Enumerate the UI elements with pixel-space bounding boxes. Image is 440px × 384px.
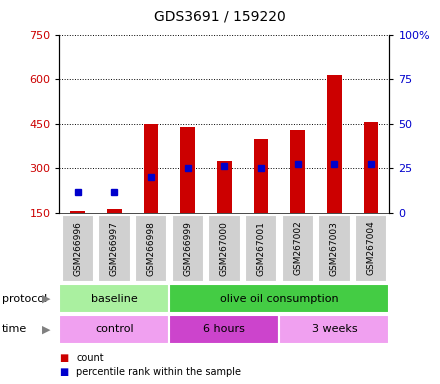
Bar [70, 211, 85, 213]
Bar [254, 139, 268, 213]
Bar [355, 215, 387, 281]
Text: 6 hours: 6 hours [203, 324, 246, 334]
Text: GSM267004: GSM267004 [367, 221, 376, 275]
Bar [279, 315, 389, 344]
Text: GSM267003: GSM267003 [330, 221, 339, 275]
Text: olive oil consumption: olive oil consumption [220, 293, 339, 304]
Bar [107, 209, 122, 213]
Bar [169, 284, 389, 313]
Text: percentile rank within the sample: percentile rank within the sample [76, 367, 241, 377]
Bar [217, 161, 232, 213]
Text: count: count [76, 353, 104, 363]
Bar [144, 124, 158, 213]
Bar [208, 215, 241, 281]
Text: GSM267001: GSM267001 [257, 221, 266, 275]
Text: ▶: ▶ [42, 293, 51, 304]
Text: GDS3691 / 159220: GDS3691 / 159220 [154, 10, 286, 23]
Text: GSM267002: GSM267002 [293, 221, 302, 275]
Bar [135, 215, 167, 281]
Bar [180, 127, 195, 213]
Text: protocol: protocol [2, 293, 48, 304]
Bar [364, 122, 378, 213]
Bar [62, 215, 94, 281]
Bar [245, 215, 277, 281]
Bar [290, 130, 305, 213]
Bar [98, 215, 131, 281]
Text: GSM266999: GSM266999 [183, 221, 192, 275]
Text: baseline: baseline [91, 293, 138, 304]
Bar [318, 215, 351, 281]
Bar [169, 315, 279, 344]
Bar [327, 75, 342, 213]
Text: time: time [2, 324, 27, 334]
Text: GSM267000: GSM267000 [220, 221, 229, 275]
Text: ■: ■ [59, 353, 69, 363]
Bar [59, 315, 169, 344]
Bar [172, 215, 204, 281]
Bar [282, 215, 314, 281]
Text: control: control [95, 324, 134, 334]
Bar [59, 284, 169, 313]
Text: GSM266997: GSM266997 [110, 221, 119, 275]
Text: ▶: ▶ [42, 324, 51, 334]
Text: GSM266998: GSM266998 [147, 221, 156, 275]
Text: GSM266996: GSM266996 [73, 221, 82, 275]
Text: ■: ■ [59, 367, 69, 377]
Text: 3 weeks: 3 weeks [312, 324, 357, 334]
